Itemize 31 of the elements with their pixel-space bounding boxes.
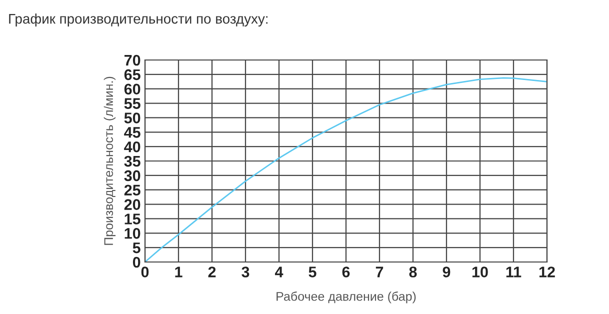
x-tick-label: 4 [274, 266, 284, 278]
x-tick-label: 3 [242, 266, 250, 278]
y-tick-label: 40 [124, 141, 140, 152]
y-tick-label: 55 [124, 98, 140, 109]
y-tick-label: 70 [124, 54, 140, 66]
y-tick-label: 65 [124, 69, 140, 80]
y-tick-label: 60 [124, 84, 140, 95]
x-tick-label: 12 [539, 266, 555, 278]
x-tick-label: 7 [376, 266, 384, 278]
y-tick-label: 20 [124, 199, 140, 210]
y-tick-label: 0 [132, 256, 140, 268]
x-tick-label: 6 [342, 266, 350, 278]
x-tick-label: 5 [308, 266, 316, 278]
x-tick-label: 0 [141, 266, 149, 278]
y-tick-label: 50 [124, 112, 140, 124]
x-axis-title: Рабочее давление (бар) [276, 292, 416, 304]
x-tick-label: 1 [175, 266, 182, 278]
chart-title: График производительности по воздуху: [9, 14, 268, 26]
x-tick-label: 9 [442, 266, 450, 278]
x-tick-label: 8 [409, 266, 417, 278]
x-tick-label: 11 [506, 266, 522, 278]
y-tick-label: 15 [124, 214, 140, 224]
y-tick-label: 25 [124, 184, 140, 196]
x-tick-label: 2 [208, 266, 216, 278]
y-tick-label: 30 [124, 170, 140, 182]
y-axis-title: Производительность (л/мин.) [104, 76, 116, 245]
y-tick-label: 35 [124, 156, 140, 167]
x-tick-label: 10 [472, 266, 488, 278]
y-tick-label: 10 [124, 228, 140, 239]
y-tick-label: 45 [124, 127, 140, 138]
y-tick-label: 5 [132, 242, 140, 254]
